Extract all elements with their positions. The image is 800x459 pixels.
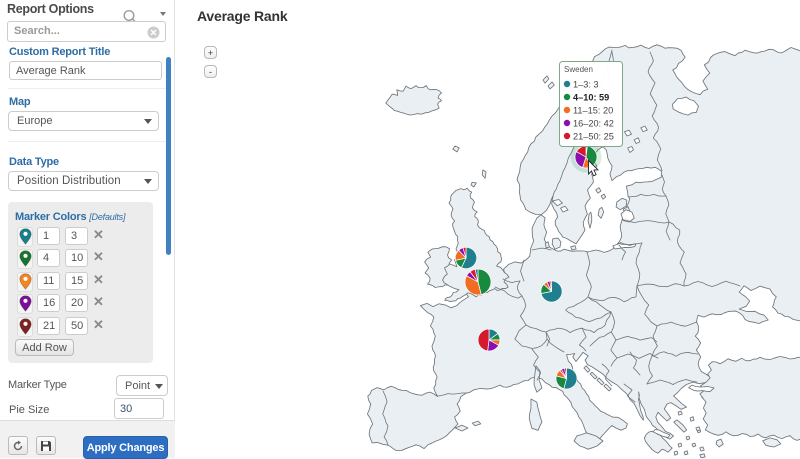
svg-text:21–50: 25: 21–50: 25 (573, 132, 614, 142)
svg-text:4–10: 59: 4–10: 59 (573, 93, 609, 103)
svg-text:Sweden: Sweden (564, 65, 593, 74)
svg-text:1–3: 3: 1–3: 3 (573, 80, 599, 90)
svg-text:11–15: 20: 11–15: 20 (573, 106, 613, 116)
svg-text:16–20: 42: 16–20: 42 (573, 119, 614, 129)
